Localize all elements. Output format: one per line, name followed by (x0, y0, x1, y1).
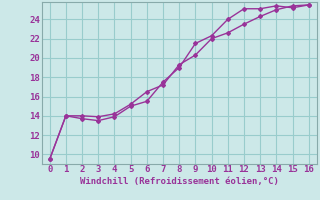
X-axis label: Windchill (Refroidissement éolien,°C): Windchill (Refroidissement éolien,°C) (80, 177, 279, 186)
